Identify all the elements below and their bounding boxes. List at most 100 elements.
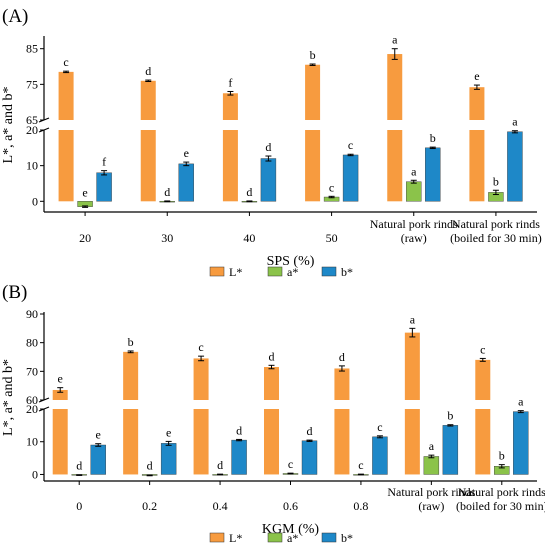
significance-letter: c <box>63 55 68 69</box>
significance-letter: d <box>246 185 252 199</box>
legend-swatch <box>209 532 225 543</box>
bar-L-upper <box>404 332 420 400</box>
bar-L-upper <box>222 93 238 120</box>
x-axis-label: SPS (%) <box>267 254 315 269</box>
significance-letter: a <box>518 395 524 409</box>
bar-L-lower <box>469 130 485 202</box>
significance-letter: b <box>447 409 453 423</box>
bar-L-lower <box>404 409 420 475</box>
bar-L-lower <box>52 409 68 475</box>
y-tick-label: 0 <box>32 467 38 481</box>
significance-letter: e <box>58 372 63 386</box>
y-tick-label: 10 <box>26 159 38 173</box>
significance-letter: d <box>145 64 151 78</box>
x-tick-label: 40 <box>243 231 255 245</box>
significance-letter: e <box>96 428 101 442</box>
panel-label: (A) <box>2 6 28 27</box>
bar-b <box>96 172 112 202</box>
y-tick-label: 80 <box>26 336 38 350</box>
y-tick-label: 60 <box>26 393 38 407</box>
significance-letter: d <box>236 423 242 437</box>
significance-letter: d <box>164 185 170 199</box>
bar-b <box>425 147 441 202</box>
bar-L-upper <box>387 54 403 120</box>
significance-letter: d <box>307 424 313 438</box>
significance-letter: e <box>184 146 189 160</box>
legend-label: L* <box>229 531 242 545</box>
significance-letter: c <box>377 420 382 434</box>
x-tick-label: 20 <box>79 231 91 245</box>
y-tick-label: 20 <box>26 123 38 137</box>
bar-L-lower <box>193 409 209 475</box>
x-tick-label: 30 <box>161 231 173 245</box>
significance-letter: c <box>348 138 353 152</box>
significance-letter: d <box>217 458 223 472</box>
significance-letter: c <box>329 180 334 194</box>
legend-swatch <box>267 532 283 543</box>
legend-label: a* <box>287 531 298 545</box>
y-tick-label: 75 <box>26 77 38 91</box>
significance-letter: a <box>411 164 417 178</box>
bar-L-lower <box>58 130 74 202</box>
significance-letter: e <box>474 69 479 83</box>
legend-label: L* <box>229 265 242 279</box>
y-tick-label: 85 <box>26 42 38 56</box>
legend-label: b* <box>341 531 353 545</box>
y-tick-label: 65 <box>26 113 38 127</box>
significance-letter: b <box>499 449 505 463</box>
y-tick-label: 70 <box>26 364 38 378</box>
bar-b <box>231 439 247 475</box>
significance-letter: d <box>265 140 271 154</box>
y-tick-label: 10 <box>26 435 38 449</box>
bar-b <box>260 158 277 202</box>
bar-a <box>423 456 440 475</box>
x-tick-label: Natural pork rinds (boiled for 30 min) <box>450 217 542 245</box>
bar-L-lower <box>222 130 238 202</box>
y-tick-label: 20 <box>26 402 38 416</box>
bar-L-upper <box>193 358 209 400</box>
bar-L-lower <box>387 130 403 202</box>
significance-letter: b <box>310 48 316 62</box>
significance-letter: e <box>82 185 87 199</box>
bar-L-lower <box>475 409 491 475</box>
bar-L-upper <box>264 367 279 400</box>
significance-letter: d <box>339 350 345 364</box>
significance-letter: b <box>430 131 436 145</box>
y-axis-label: L*, a* and b* <box>1 359 16 436</box>
bar-L-lower <box>305 130 321 202</box>
legend-swatch <box>267 266 283 277</box>
x-tick-label: 0.6 <box>283 499 298 513</box>
bar-L-lower <box>334 409 350 475</box>
legend-label: a* <box>287 265 298 279</box>
significance-letter: c <box>198 340 203 354</box>
significance-letter: d <box>76 458 82 472</box>
significance-letter: a <box>512 115 518 129</box>
significance-letter: d <box>147 458 153 472</box>
significance-letter: a <box>429 439 435 453</box>
bar-b <box>507 131 523 202</box>
legend-label: b* <box>341 265 353 279</box>
bar-b <box>178 163 194 202</box>
legend-swatch <box>321 532 337 543</box>
bar-L-upper <box>123 351 139 400</box>
x-tick-label: Natural pork rinds (boiled for 30 min) <box>456 485 545 513</box>
bar-a <box>406 181 422 202</box>
legend-swatch <box>209 266 225 277</box>
bar-b <box>372 436 388 475</box>
bar-b <box>342 154 359 202</box>
x-tick-label: 0.2 <box>142 499 157 513</box>
x-tick-label: 50 <box>326 231 338 245</box>
y-axis-label: L*, a* and b* <box>1 87 16 164</box>
bar-b <box>160 443 177 475</box>
significance-letter: e <box>166 425 171 439</box>
significance-letter: c <box>358 458 363 472</box>
significance-letter: c <box>288 457 293 471</box>
bar-L-lower <box>123 409 139 475</box>
bar-b <box>513 411 529 475</box>
legend-swatch <box>321 266 337 277</box>
bar-L-upper <box>305 64 321 120</box>
x-tick-label: Natural pork rinds (raw) <box>370 217 458 245</box>
bar-L-lower <box>140 130 156 202</box>
significance-letter: a <box>410 312 416 326</box>
